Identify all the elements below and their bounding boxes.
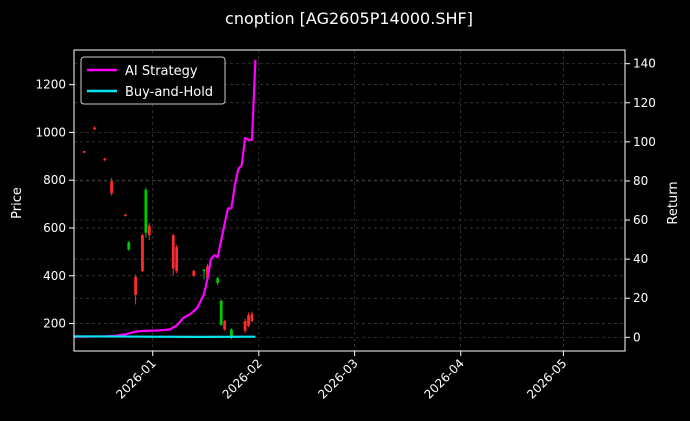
candlestick <box>223 319 226 331</box>
y-tick-label-left: 400 <box>43 269 66 283</box>
y-tick-label-right: 100 <box>633 135 656 149</box>
legend-label: AI Strategy <box>125 64 198 79</box>
candle-body <box>127 242 131 250</box>
candlestick <box>202 268 206 280</box>
y-tick-label-left: 600 <box>43 221 66 235</box>
candle-body <box>82 151 86 153</box>
y-tick-label-right: 0 <box>633 330 641 344</box>
candle-body <box>144 189 148 233</box>
candlestick <box>134 274 138 305</box>
candle-body <box>219 300 223 325</box>
candle-body <box>141 235 144 271</box>
candlestick <box>141 233 144 273</box>
buy-and-hold-line <box>73 335 256 338</box>
candle-body <box>243 321 247 331</box>
candle-body <box>110 181 114 194</box>
return-lines <box>73 59 257 338</box>
y-axis-label-right: Return <box>666 181 681 224</box>
y-tick-label-right: 140 <box>633 57 656 71</box>
candlestick <box>250 311 254 323</box>
y-tick-label-left: 200 <box>43 317 66 331</box>
candle-body <box>250 313 254 322</box>
y-tick-label-right: 60 <box>633 213 648 227</box>
y-tick-label-left: 1200 <box>35 78 66 92</box>
candle-body <box>206 266 209 279</box>
candlestick <box>192 269 196 277</box>
candlestick <box>144 187 148 238</box>
legend: AI Strategy Buy-and-Hold <box>80 56 226 105</box>
candlestick <box>175 244 179 274</box>
candle-body <box>93 127 96 130</box>
candlestick <box>93 126 96 131</box>
candlestick <box>123 213 127 217</box>
y-tick-label-right: 120 <box>633 96 656 110</box>
candle-body <box>103 158 107 161</box>
y-tick-label-right: 80 <box>633 174 648 188</box>
candlestick <box>219 299 223 326</box>
y-axis-label-left: Price <box>10 187 25 219</box>
candle-body <box>147 225 151 236</box>
candle-body <box>216 278 220 283</box>
candle-body <box>202 269 206 271</box>
candle-body <box>123 214 127 217</box>
candlestick <box>247 312 250 328</box>
candle-body <box>192 270 196 276</box>
y-tick-label-left: 1000 <box>35 125 66 139</box>
candle-body <box>134 276 138 295</box>
chart-title: cnoption [AG2605P14000.SHF] <box>225 9 473 28</box>
candlestick <box>103 157 107 162</box>
candlestick <box>147 223 151 240</box>
legend-label: Buy-and-Hold <box>125 85 213 100</box>
candlestick <box>216 276 220 286</box>
y-tick-label-left: 800 <box>43 173 66 187</box>
candle-body <box>171 235 175 269</box>
y-tick-label-right: 20 <box>633 291 648 305</box>
candlestick <box>82 151 86 153</box>
candle-body <box>247 315 250 326</box>
candle-body <box>175 247 179 271</box>
legend-box <box>80 56 226 105</box>
candle-body <box>230 329 233 338</box>
candlestick <box>243 318 247 334</box>
candlestick <box>171 233 175 276</box>
plot-frame <box>73 49 626 352</box>
y-tick-label-right: 40 <box>633 252 648 266</box>
candlestick <box>127 241 131 251</box>
ai-strategy-line <box>73 59 257 338</box>
candle-body <box>223 321 226 330</box>
candlestick <box>110 177 114 196</box>
